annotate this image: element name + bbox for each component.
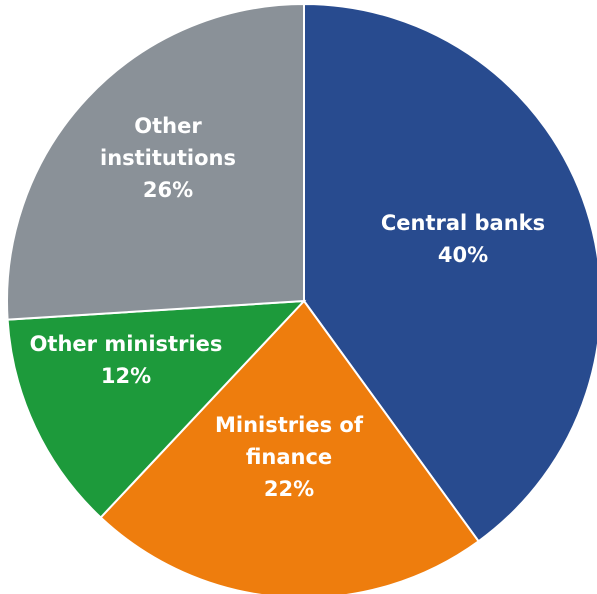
pie-slice-category: Ministries of	[215, 413, 364, 437]
pie-slice-category: Central banks	[381, 211, 545, 235]
pie-slice-percent: 22%	[264, 477, 314, 501]
pie-slice-2	[99, 299, 480, 594]
pie-slice-1	[303, 2, 597, 543]
pie-slice-label-1: Central banks 40%	[381, 211, 545, 267]
pie-labels: Central banks 40% Ministries of finance 22% O…	[30, 114, 546, 501]
pie-slice-category: Other ministries	[30, 332, 223, 356]
pie-slice-category: finance	[246, 445, 332, 469]
pie-slice-category: institutions	[100, 146, 236, 170]
pie-slice-percent: 12%	[101, 364, 151, 388]
pie-slice-3	[6, 299, 307, 519]
pie-slice-label-3: Other ministries 12%	[30, 332, 223, 388]
pie-slice-label-4: Other institutions 26%	[100, 114, 236, 202]
pie-slice-category: Other	[134, 114, 202, 138]
pie-slice-percent: 26%	[143, 178, 193, 202]
pie-slice-percent: 40%	[438, 243, 488, 267]
pie-slices	[6, 2, 597, 594]
pie-slice-4	[6, 2, 305, 321]
pie-slice-label-2: Ministries of finance 22%	[215, 413, 364, 501]
